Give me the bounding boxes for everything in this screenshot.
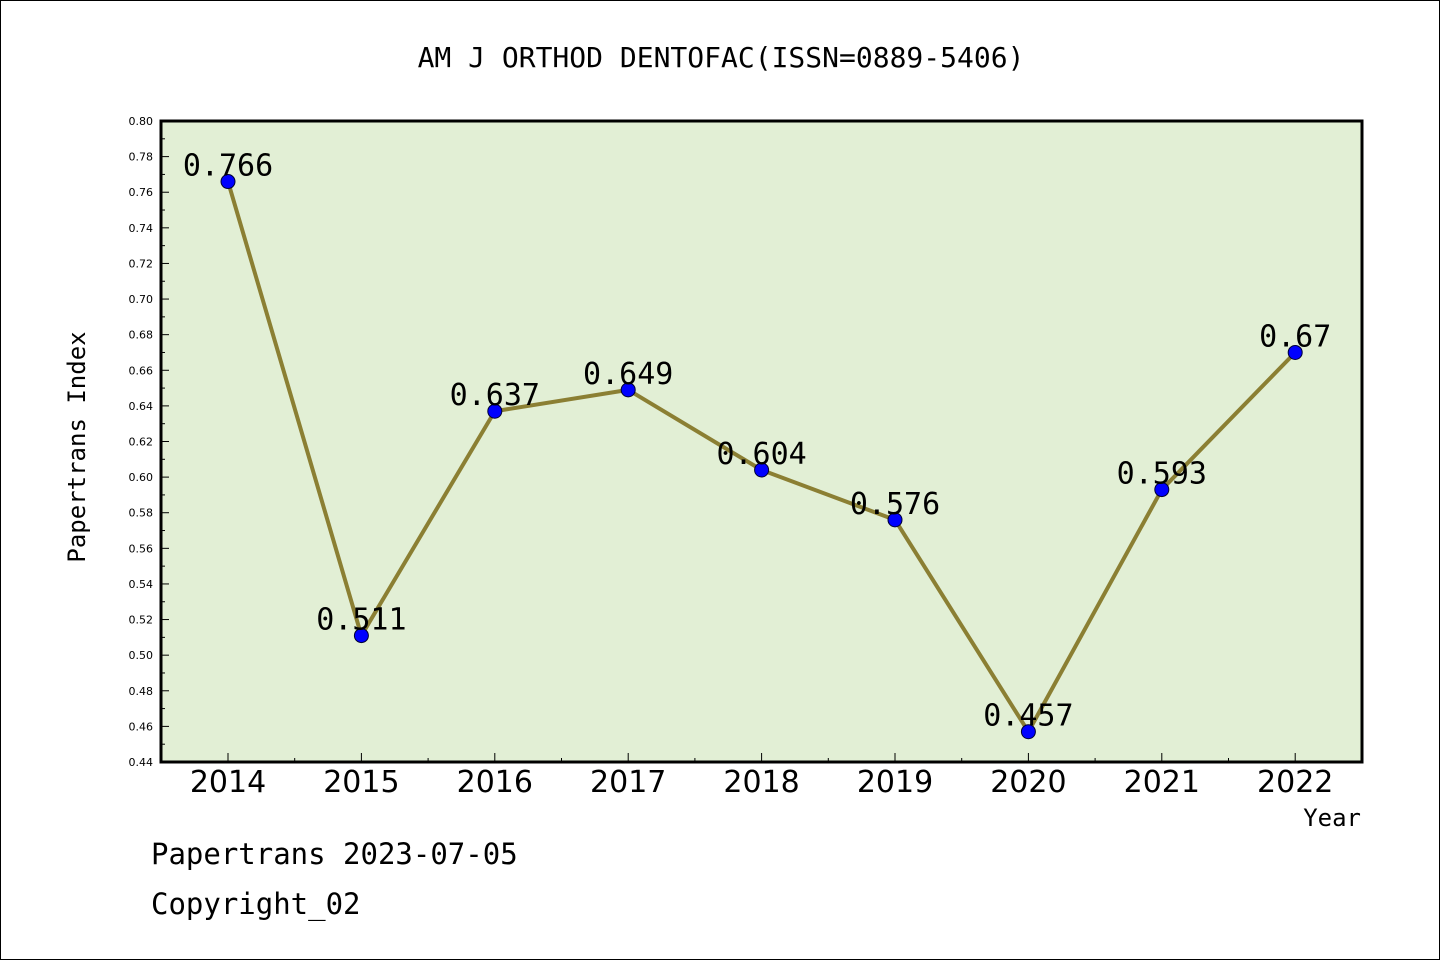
y-tick-label: 0.48 — [129, 685, 154, 698]
data-label: 0.511 — [316, 603, 406, 638]
x-tick-label: 2021 — [1124, 765, 1200, 800]
y-tick-label: 0.76 — [129, 186, 154, 199]
data-point — [487, 403, 503, 419]
footer-date: Papertrans 2023-07-05 — [151, 837, 518, 871]
footer-copyright: Copyright_02 — [151, 887, 361, 921]
data-label: 0.457 — [983, 699, 1073, 734]
x-tick-label: 2020 — [990, 765, 1066, 800]
y-axis-label: Papertrans Index — [63, 331, 91, 562]
data-point — [1287, 344, 1303, 360]
x-tick-label: 2019 — [857, 765, 933, 800]
y-tick-label: 0.54 — [129, 578, 154, 591]
x-tick-label: 2022 — [1257, 765, 1333, 800]
data-point — [620, 382, 636, 398]
data-label: 0.637 — [450, 378, 540, 413]
data-point — [353, 628, 369, 644]
x-tick-label: 2018 — [723, 765, 799, 800]
y-tick-label: 0.58 — [129, 507, 154, 520]
data-point — [1020, 724, 1036, 740]
chart-title: AM J ORTHOD DENTOFAC(ISSN=0889-5406) — [418, 41, 1025, 74]
y-tick-label: 0.50 — [129, 649, 154, 662]
x-axis-label: Year — [1303, 804, 1361, 832]
y-tick-label: 0.60 — [129, 471, 154, 484]
y-tick-label: 0.62 — [129, 436, 154, 449]
labels-layer: 0.766 0.511 0.637 0.649 0.604 0.576 0.457 0.593… — [183, 149, 1331, 734]
y-tick-label: 0.72 — [129, 257, 154, 270]
x-tick-label: 2015 — [323, 765, 399, 800]
x-tick-label: 2016 — [457, 765, 533, 800]
y-tick-label: 0.66 — [129, 364, 154, 377]
x-tick-label: 2014 — [190, 765, 266, 800]
data-point — [1154, 482, 1170, 498]
data-label: 0.604 — [716, 437, 806, 472]
data-label: 0.67 — [1259, 319, 1331, 354]
y-tick-label: 0.80 — [129, 115, 154, 128]
data-label: 0.649 — [583, 357, 673, 392]
data-label: 0.576 — [850, 487, 940, 522]
data-point — [887, 512, 903, 528]
y-tick-label: 0.44 — [129, 756, 154, 769]
data-point — [754, 462, 770, 478]
y-tick-label: 0.74 — [129, 222, 154, 235]
y-tick-label: 0.70 — [129, 293, 154, 306]
ticks-layer: 0.44 0.46 0.48 0.50 0.52 0.54 0.56 0.58 0.60 0.62… — [129, 115, 1334, 800]
data-point — [220, 174, 236, 190]
series-layer — [220, 174, 1303, 740]
y-tick-label: 0.46 — [129, 720, 154, 733]
y-tick-label: 0.68 — [129, 329, 154, 342]
data-label: 0.766 — [183, 149, 273, 184]
y-tick-label: 0.64 — [129, 400, 154, 413]
data-label: 0.593 — [1117, 457, 1207, 492]
y-tick-label: 0.78 — [129, 151, 154, 164]
plot-area — [159, 119, 1364, 764]
y-tick-label: 0.52 — [129, 614, 154, 627]
y-tick-label: 0.56 — [129, 542, 154, 555]
x-tick-label: 2017 — [590, 765, 666, 800]
